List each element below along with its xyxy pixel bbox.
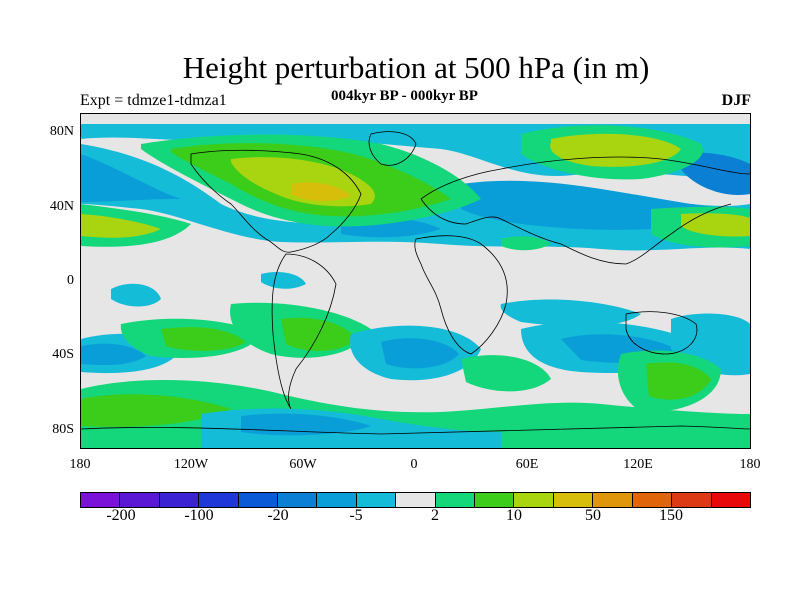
x-tick-180w: 180 <box>69 457 91 472</box>
colorbar-label: -200 <box>106 507 136 524</box>
colorbar-swatch <box>435 493 476 507</box>
colorbar-label: -100 <box>184 507 214 524</box>
colorbar-swatch <box>711 493 750 507</box>
colorbar-swatch <box>81 493 121 507</box>
contour-pos-southern-ocean-core <box>81 394 231 427</box>
contour-neg-pacific-core <box>681 152 750 195</box>
colorbar-swatch <box>632 493 673 507</box>
y-tick-80s: 80S <box>52 422 74 437</box>
contour-neg-south-west-core <box>81 343 146 366</box>
contour-neg-tropical-3 <box>500 299 641 327</box>
colorbar-swatch <box>317 493 357 507</box>
colorbar-swatch <box>475 493 515 507</box>
period-label: 004kyr BP - 000kyr BP <box>331 88 478 104</box>
colorbar-label: -5 <box>349 507 363 524</box>
coastline-antarctica <box>81 425 750 435</box>
colorbar-label: 2 <box>431 507 439 524</box>
y-tick-0: 0 <box>67 273 74 288</box>
coastline-australia <box>625 311 698 355</box>
map-panel <box>80 113 751 449</box>
colorbar-label: -20 <box>267 507 289 524</box>
contour-pos-east-pacific-core <box>681 213 750 237</box>
colorbar-swatch <box>396 493 436 507</box>
y-tick-40n: 40N <box>49 199 74 214</box>
colorbar-label: 150 <box>659 507 683 524</box>
colorbar-label: 10 <box>506 507 522 524</box>
colorbar-swatch <box>356 493 397 507</box>
colorbar-swatch <box>199 493 239 507</box>
contour-pos-africa <box>501 236 551 251</box>
coastlines <box>81 131 750 435</box>
colorbar-swatch <box>278 493 318 507</box>
colorbar <box>80 492 751 508</box>
coastline-south-america <box>271 253 337 410</box>
contour-pos-australia-south-core <box>646 362 711 400</box>
colorbar-swatch <box>120 493 160 507</box>
contour-pos-west-pacific-core <box>81 214 161 238</box>
x-tick-60w: 60W <box>289 457 317 472</box>
height-perturbation-map <box>81 114 750 448</box>
x-tick-180e: 180 <box>739 457 761 472</box>
coastline-greenland <box>368 131 417 166</box>
colorbar-swatch <box>593 493 633 507</box>
plot-title: Height perturbation at 500 hPa (in m) <box>182 50 650 85</box>
y-tick-80n: 80N <box>49 124 74 139</box>
contour-pos-north-america-peak <box>291 182 351 202</box>
contour-neg-antarctic-core <box>241 413 371 436</box>
x-tick-60e: 60E <box>515 457 539 472</box>
x-tick-0: 0 <box>410 457 418 472</box>
season-label: DJF <box>721 92 751 109</box>
y-tick-40s: 40S <box>52 347 74 362</box>
colorbar-swatch <box>672 493 712 507</box>
colorbar-label: 50 <box>585 507 601 524</box>
x-tick-120w: 120W <box>173 457 209 472</box>
colorbar-swatch <box>238 493 279 507</box>
contour-pos-south-indian <box>461 355 551 392</box>
contour-pos-south-pacific-core <box>161 327 246 351</box>
x-tick-120e: 120E <box>623 457 653 472</box>
coastline-eurasia <box>420 156 750 265</box>
colorbar-swatch <box>159 493 200 507</box>
contour-neg-north-core <box>81 154 181 202</box>
colorbar-swatch <box>514 493 554 507</box>
coastline-africa <box>414 235 508 355</box>
experiment-label: Expt = tdmze1-tdmza1 <box>80 92 227 109</box>
coastline-north-america <box>190 149 362 253</box>
contour-neg-tropical-2 <box>261 272 306 289</box>
colorbar-swatch <box>553 493 594 507</box>
contour-neg-tropical-1 <box>111 283 161 307</box>
contour-neg-south-atlantic-core <box>381 338 459 369</box>
